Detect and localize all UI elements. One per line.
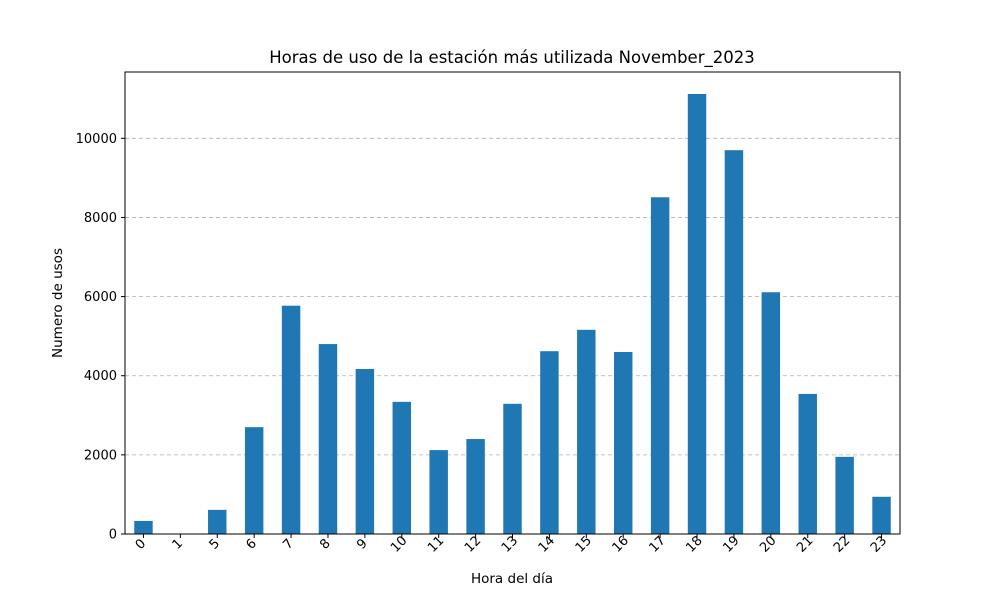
bar-hour-15: [577, 329, 596, 534]
x-tick-label: 9: [354, 536, 370, 552]
x-tick-label: 20: [757, 533, 779, 555]
x-tick-label: 13: [499, 533, 521, 555]
bar-hour-22: [835, 456, 854, 534]
y-axis-label: Numero de usos: [50, 248, 66, 358]
y-tick-label: 8000: [84, 211, 117, 226]
x-tick-label: 6: [243, 536, 259, 552]
x-tick-label: 16: [610, 533, 632, 555]
bar-hour-23: [872, 496, 891, 534]
y-tick-label: 4000: [84, 369, 117, 384]
bar-hour-5: [208, 509, 227, 534]
x-tick-label: 17: [646, 533, 668, 555]
bar-hour-21: [798, 393, 817, 534]
bar-hour-11: [429, 450, 448, 534]
bar-hour-10: [392, 401, 412, 534]
bar-hour-18: [687, 94, 707, 534]
bar-hour-13: [503, 403, 522, 534]
bars: [134, 94, 891, 534]
x-tick-label: 12: [462, 533, 484, 555]
bar-hour-8: [318, 344, 338, 534]
x-tick-label: 0: [133, 536, 149, 552]
x-tick-label: 21: [794, 533, 816, 555]
x-tick-label: 14: [536, 533, 558, 555]
x-tick-label: 19: [720, 533, 742, 555]
y-tick-label: 10000: [76, 132, 117, 147]
y-tick-label: 0: [109, 528, 117, 543]
bar-hour-19: [724, 150, 744, 534]
x-tick-label: 11: [425, 533, 447, 555]
x-tick-label: 10: [388, 533, 410, 555]
x-axis: 0 1 5 6 7 8 9 10 11 12 13 14 15 16 17 18 19 20 21 22 23: [133, 533, 890, 555]
y-tick-label: 2000: [84, 448, 117, 463]
bar-hour-12: [466, 439, 485, 534]
x-tick-label: 8: [317, 536, 333, 552]
y-tick-label: 6000: [84, 290, 117, 305]
x-axis-label: Hora del día: [471, 571, 553, 587]
bar-hour-20: [761, 292, 781, 534]
bar-hour-0: [134, 520, 153, 534]
y-axis: 0 2000 4000 6000 8000 10000: [76, 132, 125, 543]
x-tick-label: 15: [573, 533, 595, 555]
x-tick-label: 5: [207, 536, 223, 552]
bar-hour-14: [540, 351, 559, 534]
bar-hour-17: [650, 197, 670, 534]
bar-hour-9: [355, 369, 375, 534]
bar-hour-7: [281, 305, 301, 534]
x-tick-label: 7: [280, 536, 296, 552]
chart-title: Horas de uso de la estación más utilizad…: [269, 48, 754, 68]
bar-hour-6: [244, 427, 264, 534]
x-tick-label: 18: [683, 533, 705, 555]
x-tick-label: 1: [170, 536, 186, 552]
bar-hour-16: [613, 351, 633, 534]
x-tick-label: 22: [831, 533, 853, 555]
x-tick-label: 23: [868, 533, 890, 555]
